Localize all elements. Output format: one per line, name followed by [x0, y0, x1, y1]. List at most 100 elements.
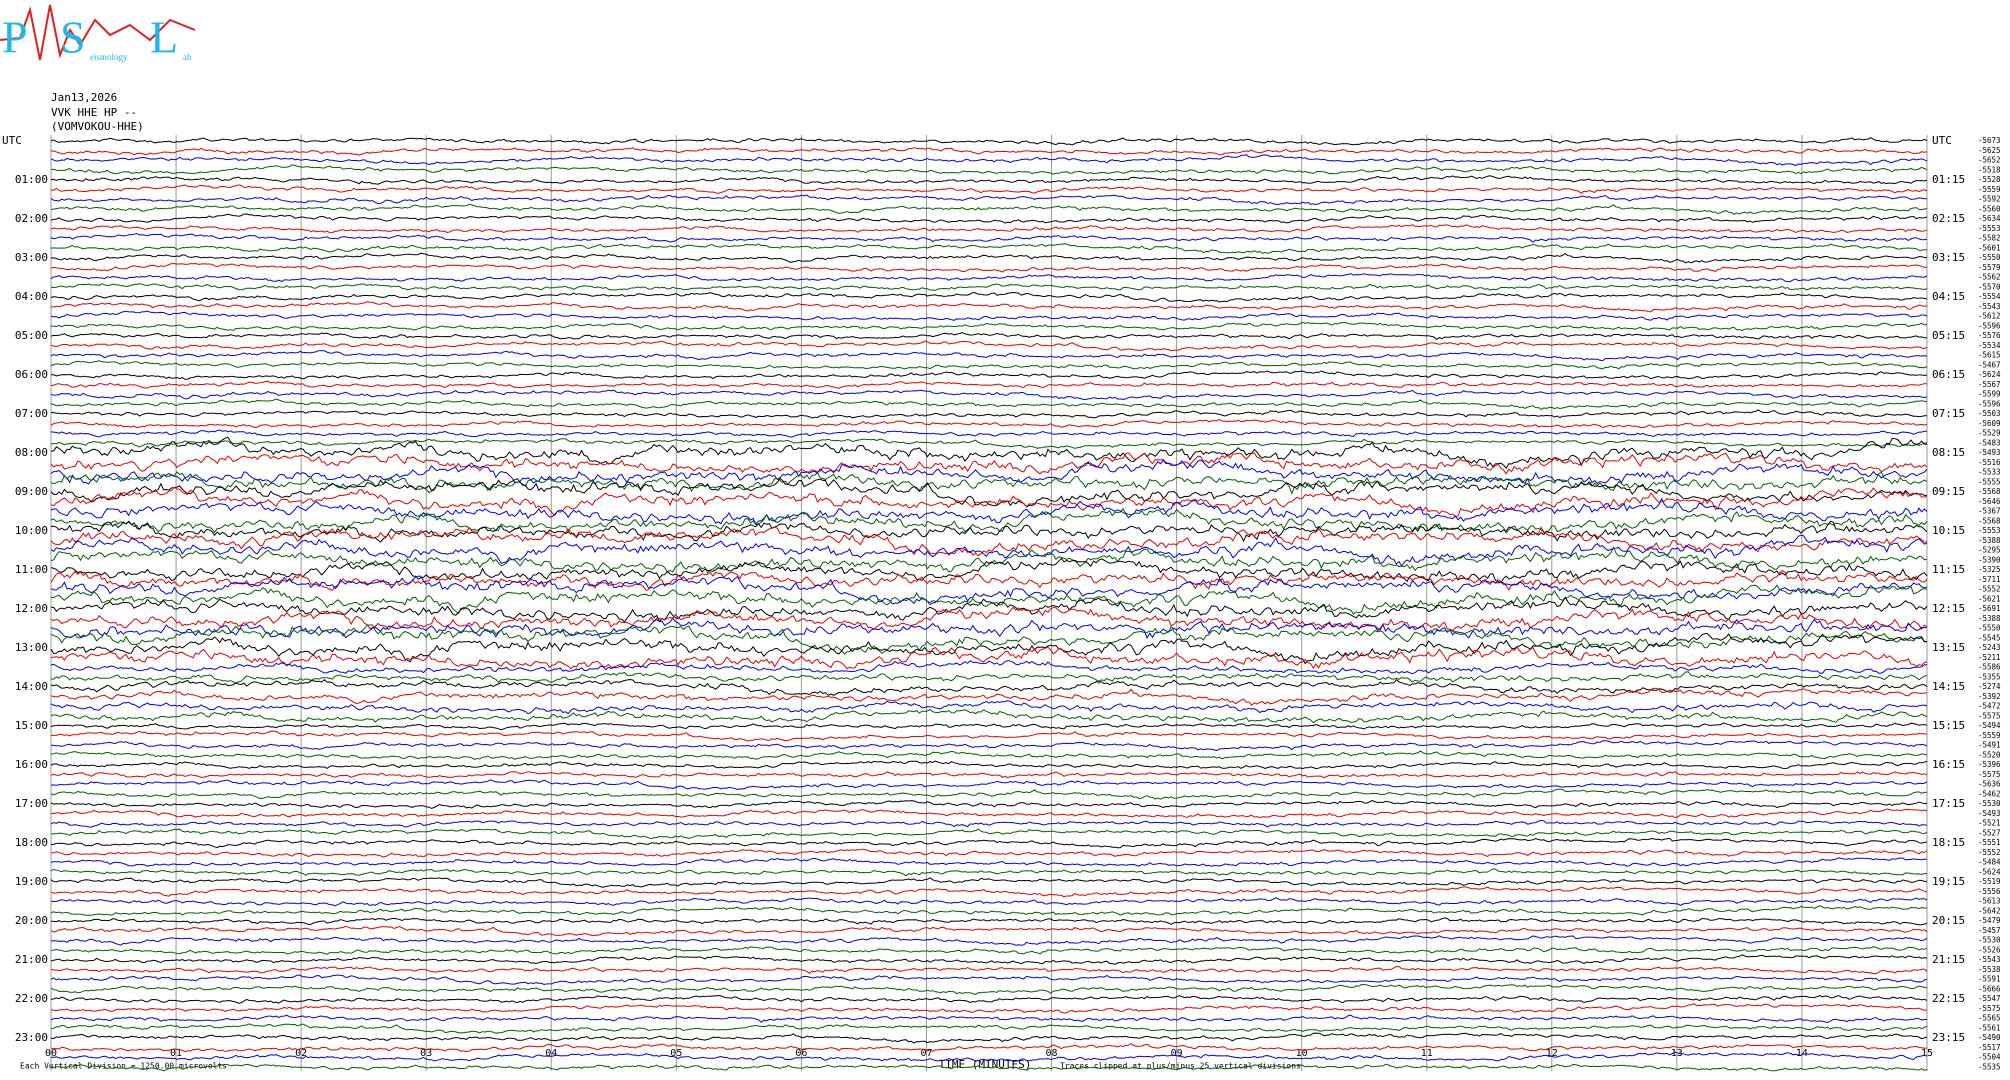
- hour-label-left: 17:00: [15, 797, 48, 810]
- hour-label-left: 09:00: [15, 485, 48, 498]
- trace: [50, 409, 1927, 419]
- x-tick-label: 10: [1296, 1048, 1308, 1059]
- x-tick-label: 06: [795, 1048, 807, 1059]
- trace: [50, 868, 1928, 877]
- logo-letter: L: [150, 12, 178, 63]
- trace-label: -5673: [1978, 136, 2001, 145]
- trace: [50, 310, 1928, 321]
- trace: [50, 848, 1928, 858]
- traces: [50, 137, 1928, 1072]
- trace-label: -5568: [1978, 487, 2001, 496]
- trace-label: -5552: [1978, 585, 2001, 594]
- trace-label: -5484: [1978, 858, 2001, 867]
- trace: [50, 232, 1928, 243]
- trace-label: -5503: [1978, 409, 2001, 418]
- trace-label: -5579: [1978, 263, 2001, 272]
- trace-label: -5596: [1978, 321, 2001, 330]
- trace: [50, 917, 1928, 926]
- trace: [50, 546, 1928, 574]
- trace-label: -5575: [1978, 1004, 2001, 1013]
- trace-label: -5575: [1978, 711, 2001, 720]
- trace: [50, 477, 1928, 508]
- x-tick-label: 05: [670, 1048, 682, 1059]
- trace: [50, 1043, 1928, 1053]
- trace: [50, 659, 1928, 675]
- trace: [50, 380, 1928, 389]
- trace-label: -5565: [1978, 1014, 2001, 1023]
- hour-label-right: 23:15: [1932, 1031, 1965, 1044]
- trace-label: -5490: [1978, 1033, 2001, 1042]
- trace-label: -5493: [1978, 448, 2001, 457]
- trace: [50, 243, 1927, 254]
- trace: [50, 321, 1928, 332]
- hour-label-right: 20:15: [1932, 914, 1965, 927]
- footer-left: Each Vertical Division = 1250.00 microvo…: [20, 1062, 227, 1071]
- hour-label-left: 06:00: [15, 368, 48, 381]
- trace: [50, 708, 1928, 724]
- trace-label: -5517: [1978, 1043, 2001, 1052]
- trace-label: -5472: [1978, 702, 2001, 711]
- hour-label-right: 16:15: [1932, 758, 1965, 771]
- trace-label: -5527: [1978, 828, 2001, 837]
- trace: [50, 983, 1928, 995]
- hour-label-left: 04:00: [15, 290, 48, 303]
- trace: [50, 575, 1928, 606]
- trace: [50, 584, 1928, 615]
- trace-label: -5561: [1978, 1023, 2001, 1032]
- trace: [50, 596, 1928, 623]
- trace: [50, 497, 1928, 526]
- trace: [50, 905, 1928, 916]
- trace: [50, 526, 1928, 557]
- trace: [50, 837, 1927, 849]
- trace: [50, 436, 1927, 469]
- x-tick-label: 09: [1171, 1048, 1183, 1059]
- trace: [50, 340, 1928, 352]
- logo-small: eismology: [90, 52, 128, 62]
- hour-label-left: 18:00: [15, 836, 48, 849]
- trace-label: -5612: [1978, 312, 2001, 321]
- hour-label-right: 07:15: [1932, 407, 1965, 420]
- trace: [50, 429, 1928, 438]
- trace: [50, 722, 1928, 731]
- trace-label: -5274: [1978, 682, 2001, 691]
- trace: [50, 750, 1928, 760]
- trace: [50, 184, 1928, 195]
- trace-label: -5526: [1978, 945, 2001, 954]
- trace-label: -5367: [1978, 507, 2001, 516]
- trace-label: -5533: [1978, 468, 2001, 477]
- trace-label: -5392: [1978, 692, 2001, 701]
- trace: [50, 224, 1928, 234]
- trace-label: -5530: [1978, 799, 2001, 808]
- trace: [50, 687, 1928, 707]
- trace-label: -5491: [1978, 741, 2001, 750]
- trace: [50, 897, 1928, 907]
- trace-label: -5520: [1978, 750, 2001, 759]
- trace-label: -5609: [1978, 419, 2001, 428]
- x-tick-label: 14: [1796, 1048, 1808, 1059]
- trace: [50, 175, 1928, 185]
- trace: [50, 291, 1928, 303]
- hour-label-left: 11:00: [15, 563, 48, 576]
- hour-label-right: 06:15: [1932, 368, 1965, 381]
- hour-label-left: 16:00: [15, 758, 48, 771]
- trace: [50, 606, 1928, 633]
- trace: [50, 213, 1928, 224]
- hour-label-right: 17:15: [1932, 797, 1965, 810]
- trace: [51, 203, 1928, 215]
- trace: [50, 137, 1928, 146]
- x-tick-label: 07: [920, 1048, 932, 1059]
- trace-label: -5570: [1978, 282, 2001, 291]
- trace-label: -5556: [1978, 887, 2001, 896]
- x-tick-label: 00: [45, 1048, 57, 1059]
- trace-label: -5543: [1978, 955, 2001, 964]
- hour-label-right: 05:15: [1932, 329, 1965, 342]
- trace-label: -5529: [1978, 429, 2001, 438]
- trace-label: -5504: [1978, 1053, 2001, 1062]
- hour-label-left: 14:00: [15, 680, 48, 693]
- trace-label: -5390: [1978, 555, 2001, 564]
- trace-label: -5550: [1978, 624, 2001, 633]
- hour-label-left: 15:00: [15, 719, 48, 732]
- trace: [50, 389, 1928, 401]
- trace-label: -5519: [1978, 877, 2001, 886]
- channel: (VOMVOKOU-HHE): [51, 120, 144, 133]
